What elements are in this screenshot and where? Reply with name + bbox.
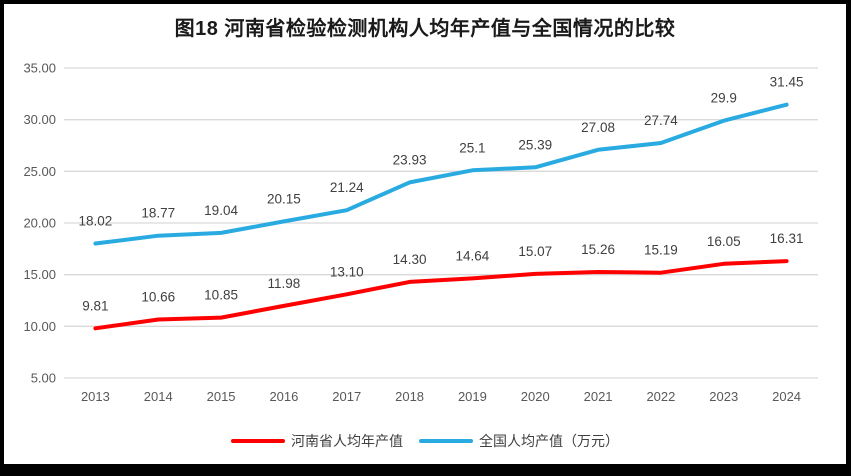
y-tick-label: 30.00 <box>23 112 56 127</box>
legend-line-swatch-blue <box>419 439 473 443</box>
series-line <box>93 102 789 246</box>
data-label: 20.15 <box>267 191 301 206</box>
data-label: 31.45 <box>770 75 804 90</box>
data-label: 9.81 <box>82 298 108 313</box>
legend-label-henan: 河南省人均年产值 <box>291 433 403 449</box>
data-label: 25.1 <box>459 140 485 155</box>
x-tick-label: 2021 <box>584 389 613 404</box>
x-tick-label: 2024 <box>772 389 801 404</box>
y-tick-label: 20.00 <box>23 216 56 231</box>
x-tick-label: 2016 <box>269 389 298 404</box>
legend-item-henan: 河南省人均年产值 <box>231 431 403 451</box>
y-tick-label: 35.00 <box>23 61 56 76</box>
x-tick-label: 2022 <box>646 389 675 404</box>
data-label: 14.64 <box>456 248 490 263</box>
data-label: 29.9 <box>711 91 737 106</box>
data-label: 16.31 <box>770 231 804 246</box>
data-label: 11.98 <box>268 276 301 291</box>
data-label: 18.02 <box>79 213 113 228</box>
y-tick-label: 10.00 <box>23 319 56 334</box>
x-tick-label: 2023 <box>709 389 738 404</box>
data-label: 15.07 <box>518 244 552 259</box>
y-tick-label: 25.00 <box>23 164 56 179</box>
y-tick-label: 15.00 <box>23 267 56 282</box>
x-tick-label: 2013 <box>81 389 110 404</box>
data-label: 15.26 <box>581 242 615 257</box>
data-label: 16.05 <box>707 234 741 249</box>
data-label: 14.30 <box>393 252 427 267</box>
line-chart: 5.00 10.00 15.00 20.00 25.00 30.00 35.00 2013 20… <box>23 61 818 404</box>
legend-label-national: 全国人均产值（万元） <box>479 433 619 449</box>
data-label: 27.08 <box>581 120 615 135</box>
x-tick-label: 2015 <box>207 389 236 404</box>
data-label: 27.74 <box>644 113 678 128</box>
data-label: 13.10 <box>330 264 364 279</box>
data-label: 21.24 <box>330 180 364 195</box>
y-tick-label: 5.00 <box>31 371 56 386</box>
data-label: 25.39 <box>518 137 552 152</box>
series-line <box>93 259 789 331</box>
x-tick-label: 2014 <box>144 389 173 404</box>
data-label: 10.85 <box>204 288 238 303</box>
data-label: 23.93 <box>393 152 427 167</box>
data-label: 10.66 <box>141 290 175 305</box>
data-label: 15.19 <box>644 243 678 258</box>
data-label: 18.77 <box>141 206 175 221</box>
chart-area: 图18 河南省检验检测机构人均年产值与全国情况的比较 5.00 10.00 15.0… <box>4 4 846 464</box>
legend-item-national: 全国人均产值（万元） <box>419 431 619 451</box>
x-tick-label: 2018 <box>395 389 424 404</box>
chart-legend: 河南省人均年产值 全国人均产值（万元） <box>4 431 846 451</box>
chart-title: 图18 河南省检验检测机构人均年产值与全国情况的比较 <box>174 18 676 40</box>
legend-line-swatch-red <box>231 439 285 443</box>
x-tick-label: 2017 <box>332 389 361 404</box>
x-tick-label: 2019 <box>458 389 487 404</box>
data-label: 19.04 <box>204 203 238 218</box>
x-tick-label: 2020 <box>521 389 550 404</box>
